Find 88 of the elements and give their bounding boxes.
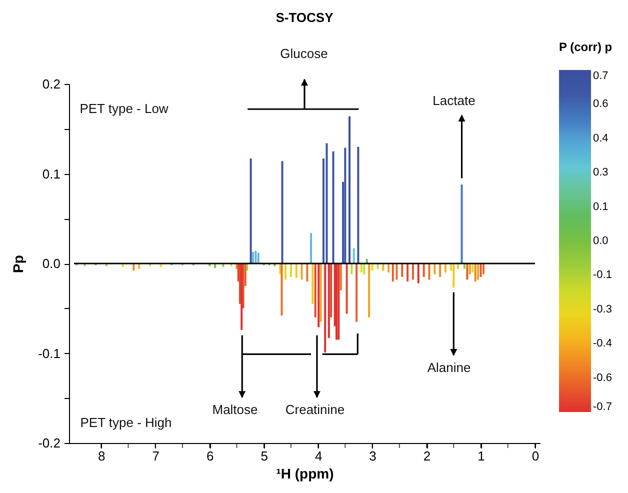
color-bar-label: 0.6 — [593, 98, 608, 110]
bar — [336, 264, 338, 340]
bar — [310, 232, 312, 264]
bar — [352, 248, 355, 264]
bar — [406, 264, 409, 282]
bar — [290, 264, 292, 277]
color-bar-label: -0.1 — [593, 269, 612, 282]
bar — [252, 252, 254, 264]
color-bar-label: 0.4 — [593, 132, 608, 144]
bar — [363, 264, 366, 274]
bar — [281, 161, 284, 264]
bar — [324, 264, 326, 352]
bar — [254, 250, 257, 264]
bar — [468, 264, 471, 274]
y-axis-title: Pp — [10, 255, 26, 273]
y-tick-label: 0.0 — [42, 256, 60, 271]
bar — [428, 264, 430, 280]
bar — [295, 264, 298, 278]
bar — [340, 264, 342, 290]
x-tick-label: 6 — [206, 448, 214, 464]
chart-title: S-TOCSY — [274, 10, 334, 25]
color-bar-label: -0.4 — [593, 338, 612, 350]
bar — [368, 264, 370, 318]
y-tick-label: 0.2 — [42, 76, 60, 92]
bar — [320, 264, 322, 322]
bar — [439, 264, 442, 277]
bar — [312, 264, 314, 304]
x-tick-label: 5 — [260, 448, 268, 464]
color-bar-label: -0.3 — [593, 303, 612, 316]
bar — [346, 264, 348, 314]
bar — [257, 252, 260, 264]
color-bar-label: 0.7 — [593, 70, 608, 82]
bar — [344, 148, 346, 264]
annotation: Maltose — [212, 402, 258, 417]
annotation: Lactate — [432, 93, 476, 108]
x-tick-label: 4 — [314, 448, 322, 464]
bar — [477, 264, 480, 280]
color-bar-label: -0.7 — [593, 401, 612, 413]
color-bar-title: P (corr) p — [559, 40, 612, 54]
x-tick-label: 7 — [152, 448, 160, 464]
bar — [318, 264, 320, 328]
bar — [392, 264, 394, 282]
bar — [482, 264, 484, 274]
color-bar-label: 0.1 — [593, 200, 608, 213]
bar — [412, 264, 414, 280]
annotation: PET type - High — [80, 415, 172, 430]
bar — [452, 264, 455, 288]
bar — [348, 116, 351, 264]
y-tick-label: -0.1 — [38, 346, 60, 361]
bar — [401, 264, 404, 277]
bar — [434, 264, 436, 274]
bar — [396, 264, 398, 280]
bar — [284, 264, 287, 280]
color-bar-label: 0.0 — [593, 235, 608, 247]
bar — [350, 264, 353, 274]
x-tick-label: 0 — [532, 448, 540, 464]
bar — [357, 146, 360, 264]
text: Glucose — [280, 46, 328, 61]
y-tick-label: -0.2 — [38, 436, 60, 450]
bar — [250, 158, 252, 264]
x-tick-label: 2 — [423, 448, 431, 464]
x-tick-label: 8 — [98, 448, 106, 464]
bar — [330, 264, 332, 318]
bar — [474, 264, 476, 282]
bar — [326, 143, 328, 264]
bar — [242, 264, 244, 308]
bar — [417, 264, 420, 284]
bar — [466, 264, 468, 280]
x-axis-title: ¹H (ppm) — [276, 466, 334, 482]
bar — [306, 264, 308, 282]
color-bar-label: -0.6 — [593, 372, 612, 384]
bar — [314, 264, 316, 318]
bar — [328, 264, 330, 338]
bar — [422, 264, 425, 277]
bar — [332, 151, 334, 264]
annotation: Alanine — [427, 360, 471, 375]
bar — [338, 264, 340, 340]
bar — [460, 184, 463, 264]
bar — [480, 264, 482, 277]
y-tick-label: 0.1 — [42, 166, 60, 182]
bar — [300, 264, 303, 280]
x-tick-label: 1 — [478, 448, 485, 464]
x-tick-label: 3 — [369, 448, 376, 464]
color-bar-label: 0.3 — [593, 166, 608, 179]
bar — [356, 264, 358, 322]
annotation: Creatinine — [285, 402, 345, 417]
bar — [280, 264, 283, 316]
annotation: PET type - Low — [80, 101, 169, 116]
